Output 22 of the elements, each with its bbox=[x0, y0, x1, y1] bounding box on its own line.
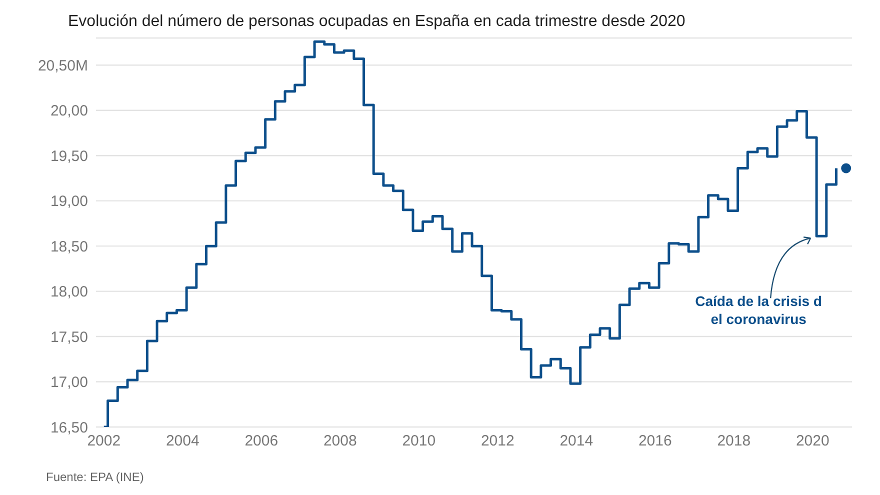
x-tick-label: 2012 bbox=[480, 432, 514, 450]
y-tick-label: 18,50 bbox=[50, 238, 88, 256]
y-tick-label: 19,00 bbox=[50, 193, 88, 210]
y-tick-label: 20,00 bbox=[50, 102, 88, 120]
x-tick-label: 2010 bbox=[402, 432, 436, 450]
x-tick-label: 2004 bbox=[166, 432, 200, 450]
x-tick-label: 2006 bbox=[244, 432, 278, 450]
x-tick-label: 2020 bbox=[796, 432, 830, 450]
y-tick-label: 16,50 bbox=[50, 419, 88, 436]
chart-title: Evolución del número de personas ocupadas en España en cada trimestre desde 2020 bbox=[68, 13, 686, 30]
x-tick-label: 2016 bbox=[638, 432, 672, 450]
x-tick-label: 2002 bbox=[87, 432, 121, 450]
x-tick-label: 2014 bbox=[560, 432, 594, 450]
x-tick-label: 2018 bbox=[717, 432, 751, 450]
y-tick-label: 20,50M bbox=[38, 57, 88, 74]
y-tick-label: 19,50 bbox=[50, 148, 88, 165]
y-tick-label: 18,00 bbox=[50, 284, 88, 301]
y-tick-label: 17,50 bbox=[50, 328, 88, 346]
source-note: Fuente: EPA (INE) bbox=[46, 470, 144, 484]
y-tick-label: 17,00 bbox=[50, 374, 88, 392]
annotation: Caída de la crisis d el coronavirus bbox=[695, 293, 822, 328]
x-tick-label: 2008 bbox=[323, 432, 357, 450]
